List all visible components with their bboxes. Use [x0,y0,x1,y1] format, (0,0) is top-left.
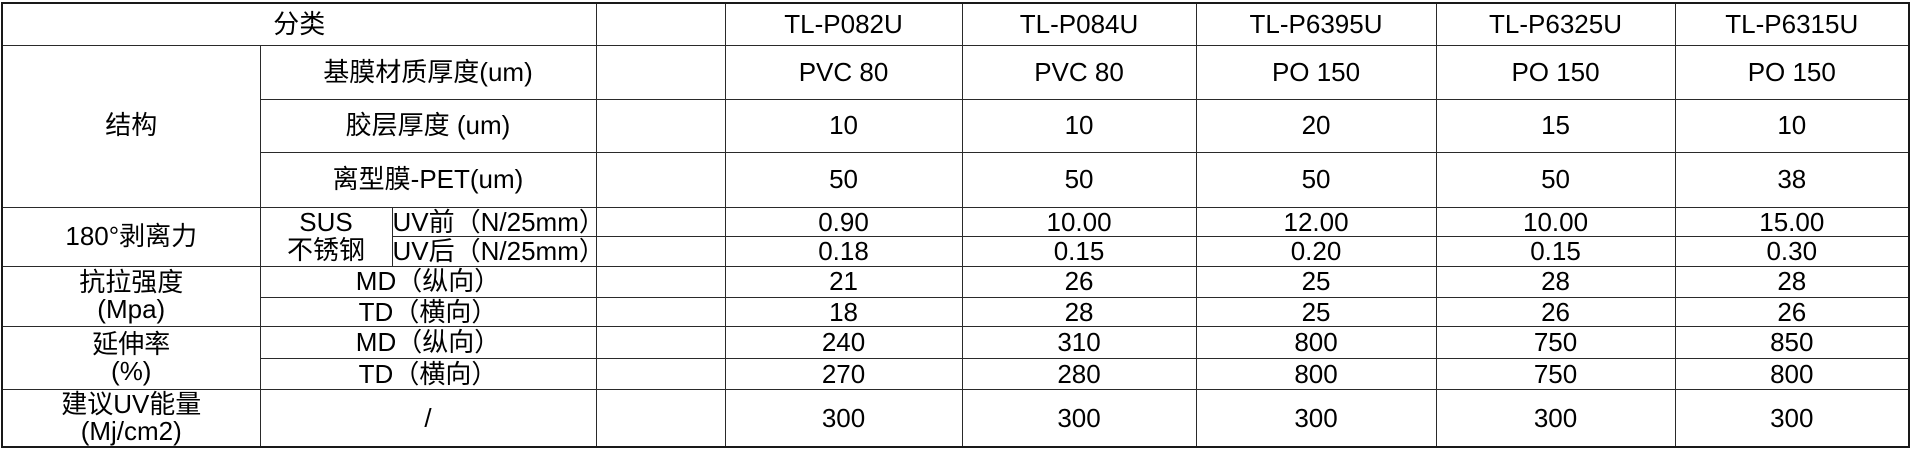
spec-value-cell: 800 [1674,358,1910,391]
spec-value-cell: 300 [1674,389,1910,448]
spec-value-cell: 25 [1195,265,1437,298]
table-row: 抗拉强度 (Mpa) MD（纵向） 21 26 25 28 28 [1,265,1910,328]
spec-value-cell: 280 [961,358,1197,391]
spec-row-label: 基膜材质厚度(um) [259,44,597,100]
group-label: 抗拉强度 [79,267,184,298]
spec-value-cell: 300 [1195,389,1437,448]
spec-value-cell: 18 [724,296,963,328]
product-header: TL-P084U [961,2,1197,46]
empty-spacer-cell [595,98,726,153]
group-elongation: 延伸率 (%) [1,326,261,391]
classification-header: 分类 [1,2,597,46]
group-label: 180°剥离力 [65,220,198,251]
empty-spacer-cell [595,389,726,448]
spec-value-cell: 26 [1435,296,1676,328]
table-row: 胶层厚度 (um) 10 10 20 15 10 [2,98,1910,153]
table-row: 结构 基膜材质厚度(um) PVC 80 PVC 80 PO 150 PO 15… [1,44,1910,208]
spec-value-cell: 0.15 [1435,236,1676,267]
product-header: TL-P6395U [1195,2,1437,46]
spec-row-label: TD（横向） [259,296,597,328]
empty-spacer-cell [595,206,726,238]
spec-value-cell: 0.20 [1195,236,1437,267]
spec-row-label: UV后（N/25mm） [391,236,597,267]
spec-value-cell: 750 [1435,326,1676,360]
table-row: 建议UV能量 (Mj/cm2) / 300 300 300 300 300 [1,389,1910,448]
spec-value-cell: PO 150 [1435,44,1676,100]
product-header: TL-P082U [724,2,963,46]
spec-value-cell: 10 [961,98,1197,153]
spec-value-cell: 0.90 [724,206,963,238]
product-header: TL-P6315U [1674,2,1910,46]
spec-value-cell: 25 [1195,296,1437,328]
spec-value-cell: PO 150 [1674,44,1910,100]
spec-row-label: TD（横向） [259,358,597,391]
spec-value-cell: 300 [1435,389,1676,448]
spec-value-cell: 50 [1195,151,1437,208]
table-row: TD（横向） 270 280 800 750 800 [2,358,1910,391]
spec-value-cell: 240 [724,326,963,360]
spec-value-cell: 10.00 [961,206,1197,238]
spec-row-label: MD（纵向） [259,326,597,360]
group-uv-energy: 建议UV能量 (Mj/cm2) [1,389,261,448]
spec-row-label: / [259,389,597,448]
empty-spacer-cell [595,236,726,267]
group-label: 结构 [105,110,158,141]
table-row: 180°剥离力 SUS 不锈钢 UV前（N/25mm） 0.90 10.00 12… [1,206,1910,267]
table-row: 延伸率 (%) MD（纵向） 240 310 800 750 850 [1,326,1910,391]
table-row: TD（横向） 18 28 25 26 26 [2,296,1910,328]
spec-value-cell: 0.18 [724,236,963,267]
spec-value-cell: 270 [724,358,963,391]
spec-value-cell: 15 [1435,98,1676,153]
table-row: 离型膜-PET(um) 50 50 50 50 38 [2,151,1910,208]
header-row: 分类 TL-P082U TL-P084U TL-P6395U TL-P6325U… [1,2,1910,46]
spec-value-cell: 300 [724,389,963,448]
spec-row-label: 离型膜-PET(um) [259,151,597,208]
empty-spacer-cell [595,296,726,328]
spec-value-cell: 50 [1435,151,1676,208]
spec-value-cell: 750 [1435,358,1676,391]
spec-value-cell: 15.00 [1674,206,1910,238]
spec-value-cell: 28 [1435,265,1676,298]
spec-value-cell: 10.00 [1435,206,1676,238]
spec-value-cell: PO 150 [1195,44,1437,100]
spec-value-cell: 50 [724,151,963,208]
spec-value-cell: 10 [1674,98,1910,153]
spec-value-cell: 28 [1674,265,1910,298]
group-tensile-strength: 抗拉强度 (Mpa) [1,265,261,328]
group-structure: 结构 [1,44,261,208]
spec-row-label: UV前（N/25mm） [391,206,597,238]
subgroup-sus-steel: SUS 不锈钢 [259,206,393,267]
spec-value-cell: 0.15 [961,236,1197,267]
spec-value-cell: 50 [961,151,1197,208]
empty-spacer-cell [595,44,726,100]
group-label: 建议UV能量 [61,389,202,419]
spec-value-cell: PVC 80 [961,44,1197,100]
spec-row-label: 胶层厚度 (um) [259,98,597,153]
spec-value-cell: 38 [1674,151,1910,208]
spec-value-cell: 20 [1195,98,1437,153]
spec-value-cell: 26 [961,265,1197,298]
spec-value-cell: 26 [1674,296,1910,328]
spec-value-cell: 800 [1195,358,1437,391]
spec-value-cell: 300 [961,389,1197,448]
spec-value-cell: 800 [1195,326,1437,360]
group-peel-strength: 180°剥离力 [1,206,261,267]
spec-row-label: MD（纵向） [259,265,597,298]
spec-value-cell: 21 [724,265,963,298]
empty-spacer-cell [595,326,726,360]
spec-value-cell: 28 [961,296,1197,328]
empty-spacer-cell [595,151,726,208]
spec-value-cell: 310 [961,326,1197,360]
empty-spacer-cell [595,265,726,298]
spec-value-cell: PVC 80 [724,44,963,100]
spec-value-cell: 0.30 [1674,236,1910,267]
product-spec-table: 分类 TL-P082U TL-P084U TL-P6395U TL-P6325U… [1,2,1910,448]
product-header: TL-P6325U [1435,2,1676,46]
group-label: 延伸率 [92,328,171,359]
empty-spacer-cell [595,358,726,391]
empty-spacer-cell [595,2,726,46]
spec-value-cell: 10 [724,98,963,153]
spec-value-cell: 12.00 [1195,206,1437,238]
spec-value-cell: 850 [1674,326,1910,360]
